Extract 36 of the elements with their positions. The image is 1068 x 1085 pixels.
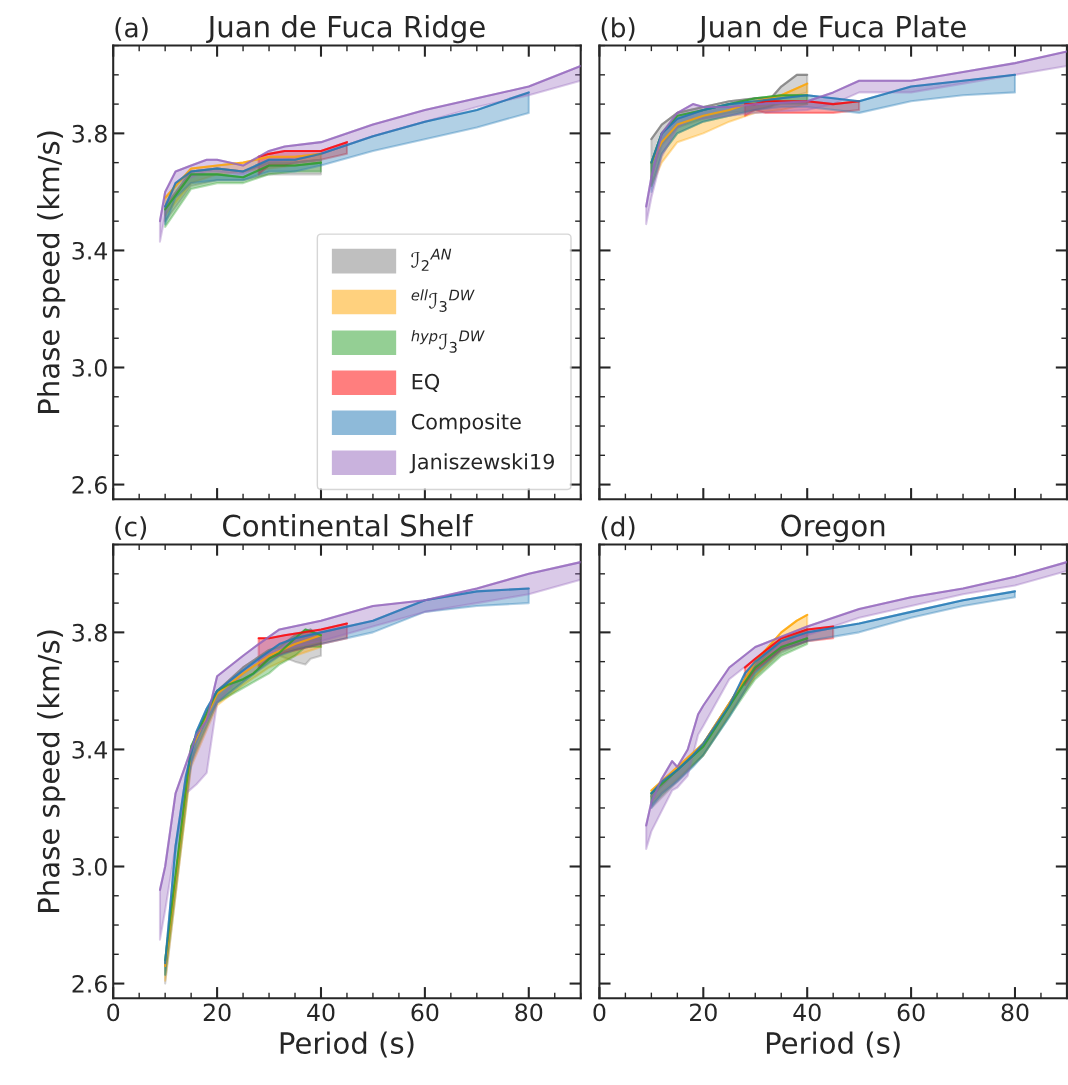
legend-label: $^{ell}$ℐ$_{3}$$^{DW}$: [411, 289, 475, 312]
chart-title: Continental Shelf: [223, 514, 474, 537]
y-tick-label: 3.8: [72, 623, 107, 642]
chart-title: Juan de Fuca Plate: [697, 15, 966, 44]
text: (d): [601, 516, 635, 540]
text: (a): [115, 17, 148, 41]
x-tick-label: 20: [203, 1003, 231, 1022]
legend-label: EQ: [412, 373, 440, 392]
y-tick-label: 3.0: [72, 358, 107, 377]
x-tick-label: 80: [515, 1003, 543, 1022]
y-axis-title: Phase speed (km/s): [37, 630, 66, 912]
x-tick-label: 40: [307, 1003, 335, 1022]
legend-label: Composite: [411, 413, 521, 434]
x-axis-title: Period (s): [766, 1031, 900, 1058]
legend-label: Janiszewski19: [409, 453, 554, 474]
chart-title: Juan de Fuca Ridge: [206, 15, 485, 44]
legend-label: $^{hyp}$ℐ$_{3}$$^{DW}$: [411, 330, 485, 353]
text: (c): [115, 516, 147, 540]
text: (b): [601, 17, 635, 41]
x-axis-title: Period (s): [280, 1031, 414, 1058]
x-tick-label: 0: [107, 1003, 120, 1022]
y-axis-title: Phase speed (km/s): [37, 131, 66, 413]
chart-title: Oregon: [781, 514, 885, 543]
x-tick-label: 20: [690, 1003, 717, 1022]
y-tick-label: 3.8: [72, 124, 107, 143]
x-tick-label: 60: [897, 1003, 925, 1022]
x-tick-label: 80: [1001, 1003, 1029, 1022]
y-tick-label: 2.6: [72, 476, 107, 494]
y-tick-label: 2.6: [72, 975, 107, 993]
y-tick-label: 3.0: [72, 857, 107, 876]
x-tick-label: 60: [411, 1003, 439, 1022]
x-tick-label: 0: [593, 1003, 606, 1022]
x-tick-label: 40: [793, 1003, 821, 1022]
legend-label: ℐ$_{2}$$^{AN}$: [411, 248, 452, 271]
y-tick-label: 3.4: [72, 241, 108, 260]
y-tick-label: 3.4: [72, 740, 108, 759]
